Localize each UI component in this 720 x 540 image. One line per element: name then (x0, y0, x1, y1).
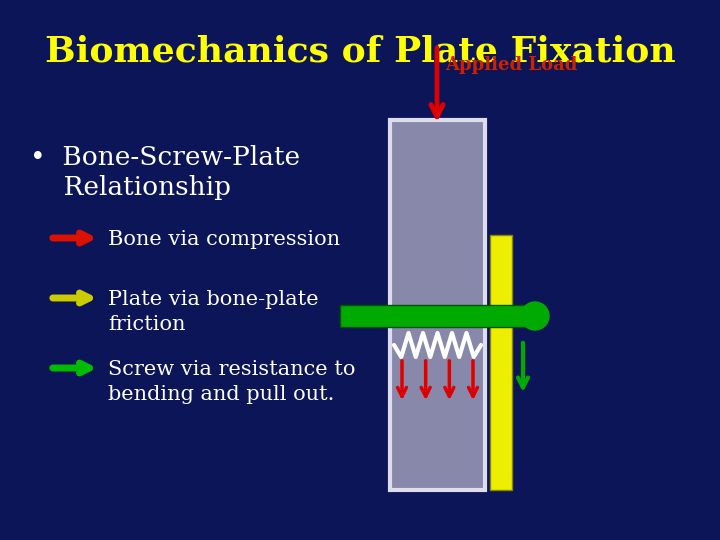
Circle shape (521, 302, 549, 330)
Text: Applied Load: Applied Load (445, 56, 577, 74)
Text: Screw via resistance to
bending and pull out.: Screw via resistance to bending and pull… (108, 360, 356, 404)
Bar (490, 235, 512, 490)
Bar (340, 305, 535, 327)
Text: Bone via compression: Bone via compression (108, 230, 340, 249)
Text: Relationship: Relationship (30, 175, 231, 200)
Bar (390, 120, 485, 490)
Text: Plate via bone-plate
friction: Plate via bone-plate friction (108, 290, 319, 334)
Text: Biomechanics of Plate Fixation: Biomechanics of Plate Fixation (45, 35, 675, 69)
Text: •  Bone-Screw-Plate: • Bone-Screw-Plate (30, 145, 300, 170)
